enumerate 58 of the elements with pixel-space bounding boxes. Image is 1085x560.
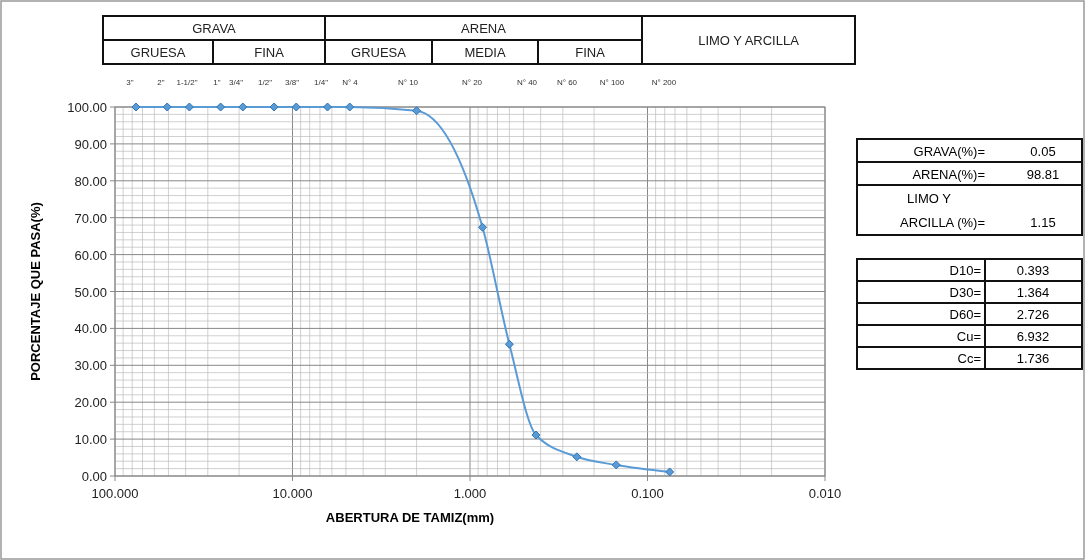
text: 3/8" [285,78,300,87]
y-tick-label: 20.00 [74,395,107,411]
x-tick-label: 100.000 [91,486,139,501]
text: N° 60 [556,78,578,87]
text: GRAVA [192,21,237,36]
y-axis-title: PORCENTAJE QUE PASA(%) [28,202,43,381]
text: 1-1/2" [176,78,198,87]
text: D30= [949,285,981,300]
y-tick-label: 40.00 [74,321,107,337]
y-tick-label: 60.00 [74,247,107,263]
text: LIMO Y ARCILLA [698,33,800,48]
text: 3/4" [229,78,244,87]
text: GRAVA(%)= [913,144,985,159]
x-tick-label: 1.000 [453,486,487,501]
text: 1.736 [1016,351,1050,366]
y-tick-label: 0.00 [81,469,107,484]
y-tick-label: 50.00 [74,284,107,300]
x-axis-title: ABERTURA DE TAMIZ(mm) [325,510,495,525]
y-tick-label: 30.00 [74,358,107,374]
text: FINA [254,45,285,60]
text: 3" [126,78,134,87]
y-tick-label: 80.00 [74,173,107,189]
text: N° 40 [516,78,538,87]
text: LIMO Y [907,191,952,206]
y-tick-label: 70.00 [74,210,107,226]
text: 1/2" [258,78,273,87]
text: 1.15 [1030,215,1056,230]
text: 2.726 [1016,307,1050,322]
text: N° 200 [651,78,677,87]
text: 1/4" [314,78,329,87]
text: 0.393 [1016,263,1050,278]
text: 98.81 [1026,167,1060,182]
text: N° 20 [461,78,483,87]
x-tick-label: 0.010 [808,486,842,501]
text: Cc= [957,351,981,366]
text: 1" [213,78,221,87]
text: N° 100 [599,78,625,87]
text: Cu= [956,329,981,344]
y-tick-label: 90.00 [74,136,107,152]
text: 0.05 [1030,144,1056,159]
text: FINA [575,45,606,60]
text: MEDIA [464,45,506,60]
text: GRUESA [351,45,407,60]
text: ARENA [461,21,507,36]
y-tick-label: 10.00 [74,432,107,448]
y-tick-label: 100.00 [67,100,107,115]
text: ARENA(%)= [912,167,985,182]
text: 6.932 [1016,329,1050,344]
text: ARCILLA (%)= [900,215,985,230]
text: 1.364 [1016,285,1050,300]
x-tick-label: 10.000 [272,486,313,501]
text: 2" [157,78,165,87]
text: N° 4 [342,78,359,87]
x-tick-label: 0.100 [631,486,664,501]
text: N° 10 [397,78,419,87]
text: GRUESA [130,45,186,60]
text: D10= [949,263,981,278]
text: D60= [949,307,981,322]
